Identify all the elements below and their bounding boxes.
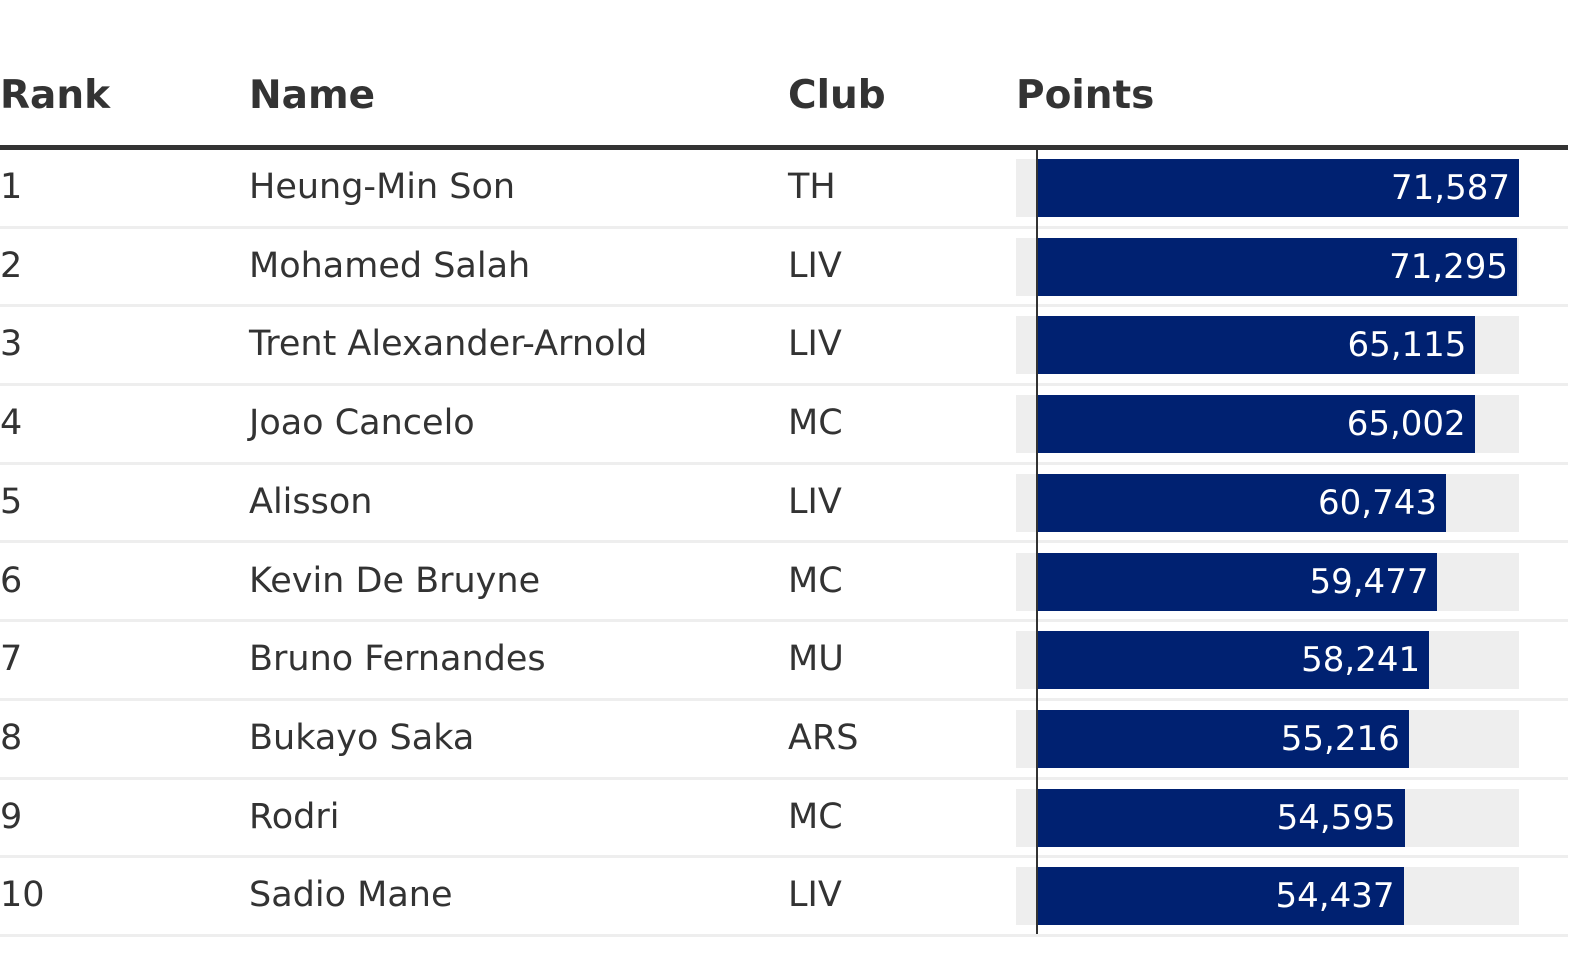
club-cell: LIV xyxy=(788,481,842,522)
points-bar: 71,587 xyxy=(1037,159,1519,217)
table-row: 9 Rodri MC 54,595 xyxy=(0,780,1568,859)
column-header-points: Points xyxy=(1016,73,1155,118)
player-name-cell: Kevin De Bruyne xyxy=(249,560,541,601)
points-bar-track: 71,587 xyxy=(1016,159,1519,217)
club-cell: MC xyxy=(788,796,843,837)
points-bar-track: 54,437 xyxy=(1016,867,1519,926)
club-cell: ARS xyxy=(788,717,859,758)
player-name-cell: Bukayo Saka xyxy=(249,717,475,758)
points-bar-track: 58,241 xyxy=(1016,631,1519,690)
rank-cell: 5 xyxy=(0,481,23,522)
column-header-rank: Rank xyxy=(0,73,111,118)
points-bar: 54,595 xyxy=(1037,788,1405,847)
points-value-label: 58,241 xyxy=(1301,640,1421,681)
points-value-label: 71,587 xyxy=(1391,168,1510,208)
player-name-cell: Mohamed Salah xyxy=(249,245,531,286)
points-bar: 60,743 xyxy=(1037,473,1446,532)
table-row: 1 Heung-Min Son TH 71,587 xyxy=(0,150,1568,229)
points-bar: 65,115 xyxy=(1037,316,1476,375)
rank-cell: 10 xyxy=(0,875,45,916)
player-name-cell: Bruno Fernandes xyxy=(249,639,546,680)
club-cell: MC xyxy=(788,403,843,444)
points-bar-track: 65,115 xyxy=(1016,316,1519,375)
club-cell: MC xyxy=(788,560,843,601)
rank-cell: 3 xyxy=(0,324,23,365)
rank-cell: 7 xyxy=(0,639,23,680)
rank-cell: 2 xyxy=(0,245,23,286)
table-row: 3 Trent Alexander-Arnold LIV 65,115 xyxy=(0,307,1568,387)
player-name-cell: Trent Alexander-Arnold xyxy=(249,324,648,365)
column-header-club: Club xyxy=(788,73,886,118)
table-row: 10 Sadio Mane LIV 54,437 xyxy=(0,858,1568,937)
points-bar: 71,295 xyxy=(1037,237,1518,296)
points-value-label: 54,437 xyxy=(1275,876,1395,917)
bar-axis-line xyxy=(1036,150,1038,934)
points-value-label: 65,115 xyxy=(1347,325,1467,366)
points-bar: 54,437 xyxy=(1037,867,1404,926)
points-bar-track: 60,743 xyxy=(1016,473,1519,532)
points-bar-track: 71,295 xyxy=(1016,237,1519,296)
points-value-label: 71,295 xyxy=(1389,246,1509,287)
points-bar: 58,241 xyxy=(1037,631,1430,690)
table-row: 8 Bukayo Saka ARS 55,216 xyxy=(0,701,1568,780)
table-row: 6 Kevin De Bruyne MC 59,477 xyxy=(0,544,1568,623)
points-value-label: 59,477 xyxy=(1309,561,1429,602)
table-row: 7 Bruno Fernandes MU 58,241 xyxy=(0,622,1568,701)
table-row: 2 Mohamed Salah LIV 71,295 xyxy=(0,229,1568,308)
table-header: Rank Name Club Points xyxy=(0,0,1568,150)
player-name-cell: Sadio Mane xyxy=(249,875,453,916)
rank-cell: 8 xyxy=(0,717,23,758)
player-name-cell: Alisson xyxy=(249,481,373,522)
player-name-cell: Rodri xyxy=(249,796,340,837)
column-header-name: Name xyxy=(249,73,376,118)
table-row: 4 Joao Cancelo MC 65,002 xyxy=(0,386,1568,465)
rank-cell: 9 xyxy=(0,796,23,837)
table-row: 5 Alisson LIV 60,743 xyxy=(0,465,1568,544)
rank-cell: 1 xyxy=(0,167,23,207)
points-bar-track: 55,216 xyxy=(1016,709,1519,768)
points-value-label: 65,002 xyxy=(1346,404,1466,445)
points-value-label: 54,595 xyxy=(1276,797,1396,838)
club-cell: LIV xyxy=(788,245,842,286)
club-cell: MU xyxy=(788,639,844,680)
points-value-label: 55,216 xyxy=(1280,718,1400,759)
club-cell: LIV xyxy=(788,324,842,365)
points-bar: 65,002 xyxy=(1037,395,1475,454)
rank-cell: 6 xyxy=(0,560,23,601)
club-cell: TH xyxy=(788,167,836,207)
points-bar: 59,477 xyxy=(1037,552,1438,611)
points-value-label: 60,743 xyxy=(1318,482,1437,523)
points-bar-track: 54,595 xyxy=(1016,788,1519,847)
club-cell: LIV xyxy=(788,875,842,916)
points-bar: 55,216 xyxy=(1037,709,1409,768)
player-name-cell: Heung-Min Son xyxy=(249,167,516,207)
rank-cell: 4 xyxy=(0,403,23,444)
player-name-cell: Joao Cancelo xyxy=(249,403,475,444)
points-bar-track: 65,002 xyxy=(1016,395,1519,454)
points-bar-track: 59,477 xyxy=(1016,552,1519,611)
